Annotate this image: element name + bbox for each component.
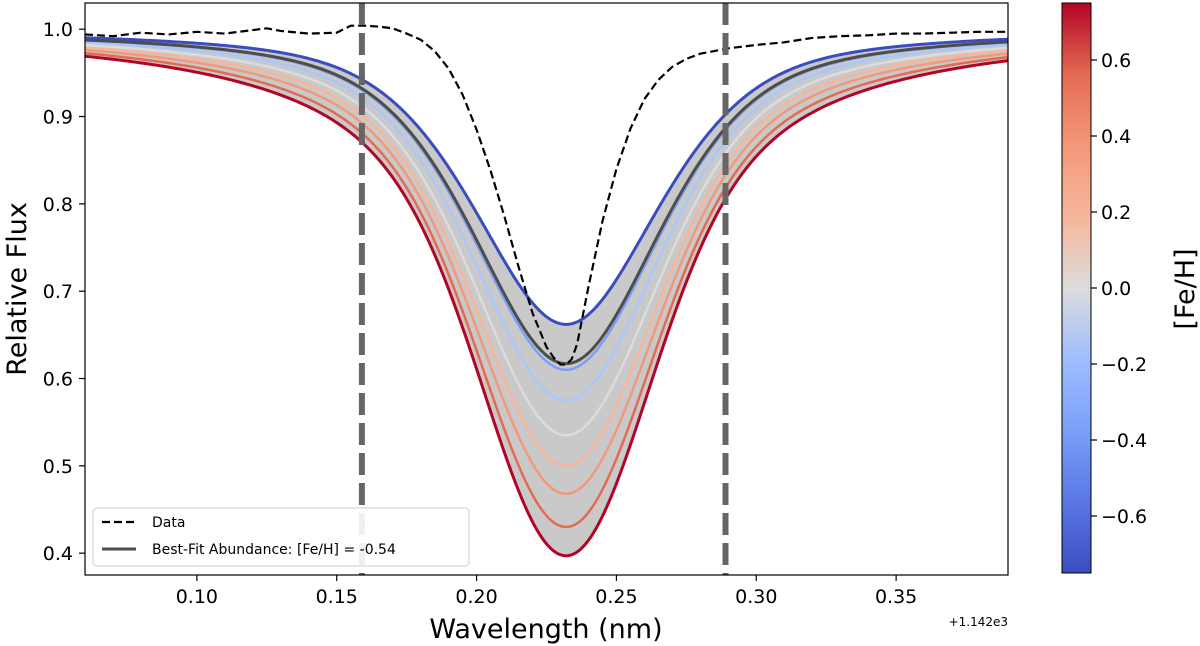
model-line-5 bbox=[85, 48, 1008, 495]
y-tick-label: 0.6 bbox=[43, 369, 73, 391]
legend-data-label: Data bbox=[152, 515, 185, 531]
colorbar-tick-label: −0.2 bbox=[1101, 354, 1147, 376]
x-axis: 0.10 0.15 0.20 0.25 0.30 0.35 bbox=[176, 575, 917, 608]
y-axis-title: Relative Flux bbox=[2, 202, 33, 376]
y-tick-label: 1.0 bbox=[43, 19, 73, 41]
colorbar-gradient bbox=[1061, 2, 1092, 574]
x-tick-label: 0.15 bbox=[316, 586, 358, 608]
legend-box bbox=[92, 507, 470, 567]
colorbar-tick-label: −0.4 bbox=[1101, 430, 1147, 452]
best-fit-line bbox=[85, 38, 1008, 366]
data-line bbox=[85, 24, 1008, 366]
x-tick-label: 0.30 bbox=[735, 586, 777, 608]
y-tick-label: 0.9 bbox=[43, 107, 73, 129]
x-axis-title: Wavelength (nm) bbox=[429, 614, 662, 645]
y-tick-label: 0.4 bbox=[43, 543, 73, 565]
model-line-3 bbox=[85, 43, 1008, 437]
x-tick-label: 0.10 bbox=[176, 586, 218, 608]
colorbar-tick-label: 0.6 bbox=[1101, 50, 1131, 72]
colorbar-ticks: −0.6 −0.4 −0.2 0.0 0.2 0.4 0.6 bbox=[1091, 50, 1147, 528]
plot-area bbox=[85, 3, 1008, 575]
x-tick-label: 0.35 bbox=[875, 586, 917, 608]
model-line-7 bbox=[85, 54, 1008, 558]
colorbar-tick-label: −0.6 bbox=[1101, 506, 1147, 528]
x-axis-offset-label: +1.142e3 bbox=[949, 615, 1008, 629]
model-line-4 bbox=[85, 46, 1008, 468]
model-envelope-fill bbox=[85, 37, 1008, 556]
plot-frame bbox=[84, 2, 1009, 576]
y-tick-label: 0.7 bbox=[43, 281, 73, 303]
legend-best-fit-label: Best-Fit Abundance: [Fe/H] = -0.54 bbox=[152, 542, 396, 558]
colorbar: −0.6 −0.4 −0.2 0.0 0.2 0.4 0.6 [Fe/H] bbox=[1061, 2, 1200, 574]
colorbar-tick-label: 0.0 bbox=[1101, 278, 1131, 300]
y-tick-label: 0.5 bbox=[43, 456, 73, 478]
model-line-2 bbox=[85, 41, 1008, 402]
y-axis: 0.4 0.5 0.6 0.7 0.8 0.9 1.0 bbox=[43, 19, 85, 565]
x-tick-label: 0.25 bbox=[595, 586, 637, 608]
legend: Data Best-Fit Abundance: [Fe/H] = -0.54 bbox=[92, 507, 470, 567]
colorbar-tick-label: 0.4 bbox=[1101, 126, 1131, 148]
colorbar-title: [Fe/H] bbox=[1170, 248, 1200, 329]
x-tick-label: 0.20 bbox=[455, 586, 497, 608]
y-tick-label: 0.8 bbox=[43, 194, 73, 216]
model-line-0 bbox=[85, 36, 1008, 326]
colorbar-tick-label: 0.2 bbox=[1101, 202, 1131, 224]
model-line-6 bbox=[85, 51, 1008, 529]
